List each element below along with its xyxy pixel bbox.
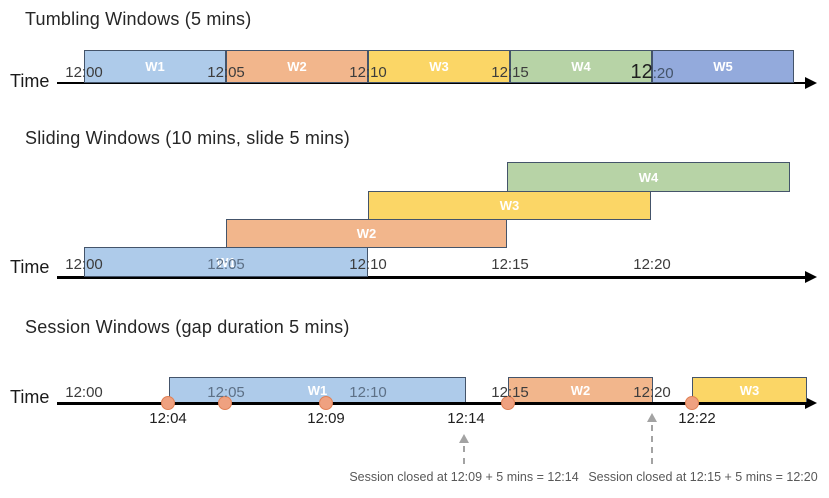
session-window-w3: W3 bbox=[692, 377, 807, 404]
tick-label: 12:10 bbox=[349, 256, 387, 273]
sliding-timeline bbox=[57, 276, 809, 279]
window-label: W4 bbox=[571, 59, 591, 74]
session-window-w2: W2 bbox=[508, 377, 653, 404]
tumbling-window-w4: W4 bbox=[510, 50, 652, 83]
tick-label: 12:15 bbox=[491, 64, 529, 81]
timeline-arrow-icon bbox=[805, 271, 817, 283]
session-closed-note-2: Session closed at 12:15 + 5 mins = 12:20 bbox=[588, 470, 818, 484]
sliding-title: Sliding Windows (10 mins, slide 5 mins) bbox=[25, 128, 350, 148]
event-time-label: 12:09 bbox=[307, 410, 345, 427]
window-label: W4 bbox=[638, 169, 659, 185]
sliding-window-w4: W4 bbox=[507, 162, 790, 192]
sliding-window-w2: W2 bbox=[226, 219, 507, 248]
session-axis-label: Time bbox=[10, 387, 50, 407]
tick-label: 12:20 bbox=[633, 384, 671, 401]
window-label: W2 bbox=[287, 59, 307, 74]
session-timeline bbox=[57, 402, 809, 405]
window-label: W2 bbox=[356, 226, 377, 241]
tick-label: 12:10 bbox=[349, 64, 387, 81]
event-time-label: 12:04 bbox=[149, 410, 187, 427]
tick-label: 12:05 bbox=[207, 256, 245, 273]
window-label: W3 bbox=[499, 198, 520, 213]
tick-label: 12:10 bbox=[349, 384, 387, 401]
tick-label: 12:20 bbox=[633, 256, 671, 273]
tumbling-timeline bbox=[57, 82, 809, 84]
sliding-axis-label: Time bbox=[10, 257, 50, 277]
tick-label: 12:00 bbox=[65, 384, 103, 401]
tumbling-axis-label: Time bbox=[10, 71, 50, 91]
window-label: W3 bbox=[739, 383, 760, 398]
sliding-window-w3: W3 bbox=[368, 191, 651, 220]
tick-label: 12:00 bbox=[65, 256, 103, 273]
timeline-arrow-icon bbox=[805, 397, 817, 409]
tick-label: 12:05 bbox=[207, 64, 245, 81]
window-label: W1 bbox=[307, 383, 328, 398]
event-dot bbox=[685, 396, 699, 410]
annotation-arrow-line bbox=[651, 425, 653, 464]
session-title: Session Windows (gap duration 5 mins) bbox=[25, 317, 350, 337]
annotation-arrow-icon bbox=[459, 434, 469, 443]
event-dot bbox=[161, 396, 175, 410]
window-label: W5 bbox=[713, 59, 733, 74]
tumbling-window-w3: W3 bbox=[368, 50, 510, 83]
tumbling-window-w5: W5 bbox=[652, 50, 794, 83]
event-time-label: 12:22 bbox=[678, 410, 716, 427]
tick-label-minutes: :20 bbox=[652, 65, 674, 82]
window-label: W1 bbox=[216, 254, 236, 270]
event-time-label: 12:14 bbox=[447, 410, 485, 427]
window-label: W1 bbox=[145, 59, 165, 74]
event-dot bbox=[319, 396, 333, 410]
event-dot bbox=[501, 396, 515, 410]
tumbling-title: Tumbling Windows (5 mins) bbox=[25, 9, 252, 29]
annotation-arrow-line bbox=[463, 446, 465, 464]
window-label: W2 bbox=[570, 383, 591, 398]
tick-label: 12:00 bbox=[65, 64, 103, 81]
tick-label-hour: 12 bbox=[630, 61, 653, 83]
annotation-arrow-icon bbox=[647, 413, 657, 422]
tick-label: 12:15 bbox=[491, 384, 529, 401]
tumbling-window-w2: W2 bbox=[226, 50, 368, 83]
sliding-window-w1: W1 bbox=[84, 247, 368, 277]
tick-label: 12:05 bbox=[207, 384, 245, 401]
session-closed-note-1: Session closed at 12:09 + 5 mins = 12:14 bbox=[349, 470, 579, 484]
tick-label: 12:20 bbox=[630, 61, 673, 84]
timeline-arrow-icon bbox=[805, 77, 817, 89]
event-dot bbox=[218, 396, 232, 410]
tick-label: 12:15 bbox=[491, 256, 529, 273]
window-label: W3 bbox=[429, 59, 449, 74]
tumbling-window-w1: W1 bbox=[84, 50, 226, 83]
